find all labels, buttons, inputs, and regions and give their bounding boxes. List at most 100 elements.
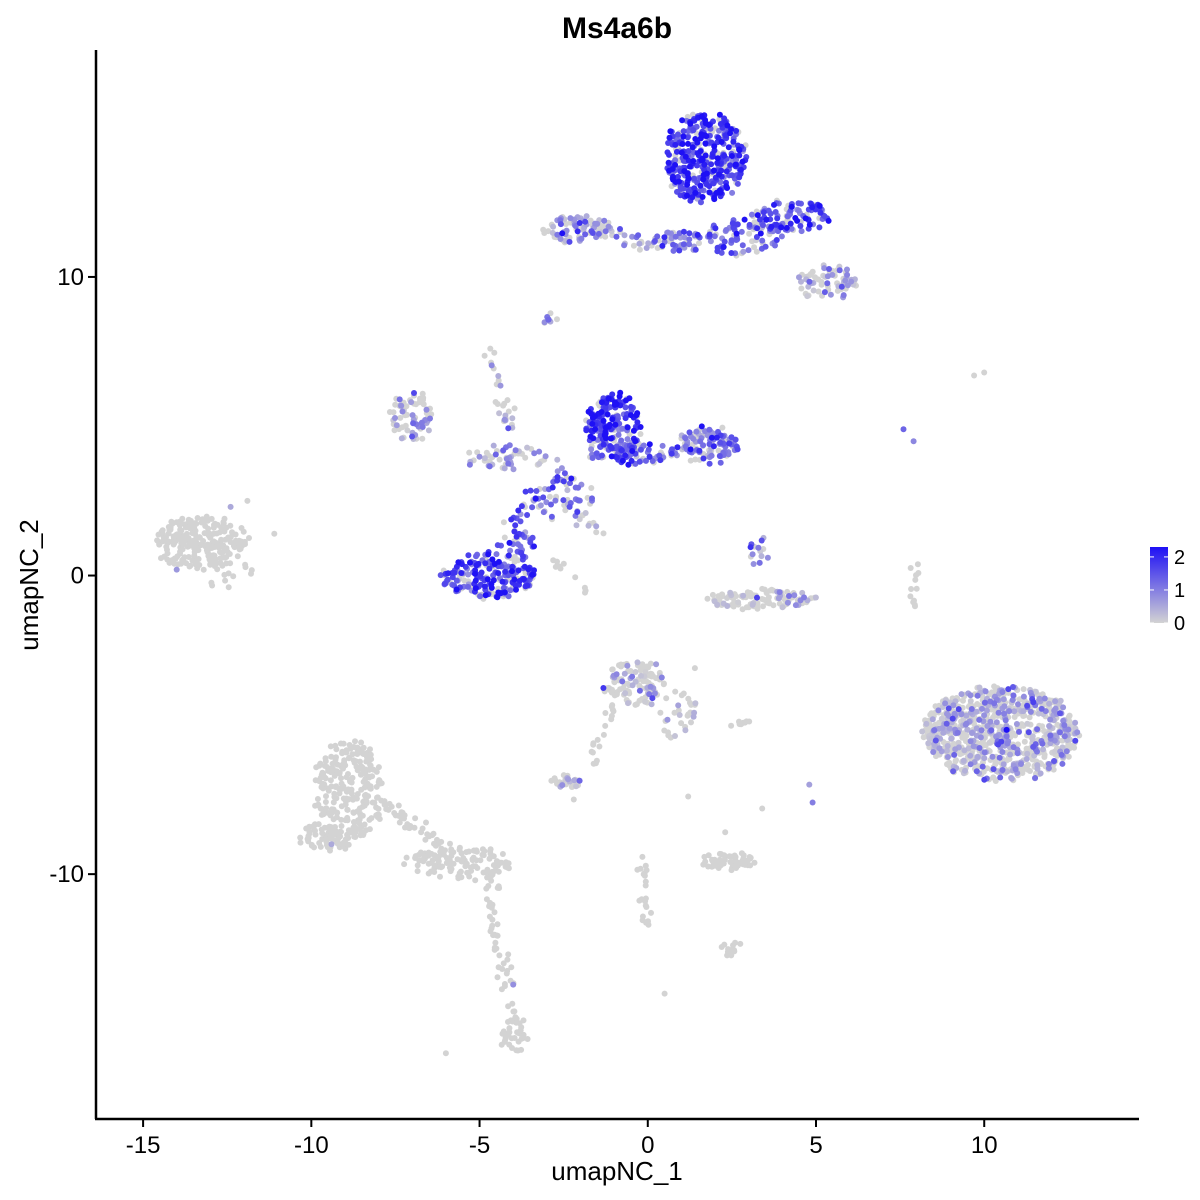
cell-point <box>643 457 649 464</box>
x-tick-label: 10 <box>971 1132 998 1159</box>
cell-point <box>617 389 624 396</box>
cell-point <box>700 442 707 449</box>
cell-point <box>446 857 453 864</box>
cell-point <box>367 751 374 758</box>
cell-point <box>222 577 229 584</box>
cell-point <box>495 558 502 565</box>
cell-point <box>589 455 596 461</box>
cell-point <box>334 809 341 816</box>
cell-point <box>694 231 701 238</box>
cell-point <box>352 834 359 840</box>
cell-point <box>423 406 430 413</box>
cell-point <box>491 349 498 356</box>
cell-point <box>536 448 543 455</box>
cell-point <box>974 701 981 707</box>
cell-point <box>322 799 329 805</box>
cell-point <box>487 345 494 352</box>
cell-point <box>354 791 361 797</box>
cell-point <box>1045 761 1052 767</box>
cell-point <box>481 583 488 590</box>
cell-point <box>685 175 692 182</box>
cell-point <box>554 468 561 475</box>
cell-point <box>680 133 687 140</box>
cell-point <box>636 687 643 694</box>
cell-point <box>798 278 804 285</box>
cell-point <box>754 225 761 232</box>
cell-point <box>625 461 632 468</box>
cell-point <box>636 240 643 247</box>
cell-point <box>505 1003 512 1010</box>
cell-point <box>346 742 353 748</box>
cell-point <box>229 529 235 536</box>
cell-point <box>323 842 330 848</box>
cell-point <box>481 455 488 462</box>
cell-point <box>600 441 607 448</box>
cell-point <box>666 167 673 174</box>
cell-point <box>570 796 577 803</box>
cell-point <box>456 844 463 851</box>
cell-point <box>658 674 665 681</box>
cell-point <box>951 710 958 717</box>
cell-point <box>707 238 714 245</box>
cell-point <box>420 401 427 408</box>
cell-point <box>1027 708 1034 715</box>
cell-point <box>517 1027 524 1034</box>
cell-point <box>583 427 590 434</box>
cell-point <box>494 921 501 928</box>
cell-point <box>977 734 984 741</box>
cell-point <box>728 126 735 133</box>
cell-point <box>516 1020 523 1027</box>
cell-point <box>582 218 589 225</box>
cell-point <box>706 231 713 238</box>
cell-point <box>938 715 945 722</box>
cell-point <box>694 130 700 137</box>
cell-point <box>624 662 631 669</box>
cell-point <box>692 700 699 707</box>
cell-point <box>588 446 595 453</box>
cell-point <box>605 684 612 691</box>
cell-point <box>502 568 509 575</box>
cell-point <box>955 739 962 746</box>
cell-point <box>1057 710 1063 717</box>
cell-point <box>373 804 380 811</box>
cell-point <box>1068 743 1075 750</box>
cell-point <box>630 427 637 434</box>
cell-point <box>721 152 728 159</box>
cell-point <box>509 415 516 422</box>
cell-point <box>575 497 582 504</box>
cell-point <box>185 535 192 542</box>
cell-point <box>670 241 677 248</box>
cell-point <box>910 438 917 445</box>
cell-point <box>1003 726 1010 733</box>
cell-point <box>761 586 768 593</box>
cell-point <box>690 127 697 134</box>
cell-point <box>743 718 750 725</box>
cell-point <box>637 424 644 430</box>
cell-point <box>329 760 336 767</box>
cell-point <box>451 569 458 576</box>
cell-point <box>598 399 605 406</box>
cell-point <box>318 771 325 778</box>
cell-point <box>456 870 463 877</box>
cell-point <box>483 449 490 456</box>
cell-point <box>221 571 228 578</box>
cell-point <box>968 706 975 712</box>
colorbar-tick-label: 2 <box>1174 547 1185 569</box>
cell-point <box>208 558 215 565</box>
cell-point <box>607 404 614 411</box>
cell-point <box>1051 707 1058 714</box>
cell-point <box>721 941 728 948</box>
cell-point <box>492 399 499 405</box>
cell-point <box>240 528 247 535</box>
cell-point <box>958 691 965 698</box>
cell-point <box>488 362 495 369</box>
cell-point <box>560 478 567 485</box>
cell-point <box>511 553 518 560</box>
cell-point <box>619 425 626 432</box>
cell-point <box>676 247 683 254</box>
cell-point <box>338 816 345 823</box>
cell-point <box>352 738 358 745</box>
cell-point <box>812 274 818 281</box>
cell-point <box>500 519 507 526</box>
cell-point <box>390 409 397 416</box>
